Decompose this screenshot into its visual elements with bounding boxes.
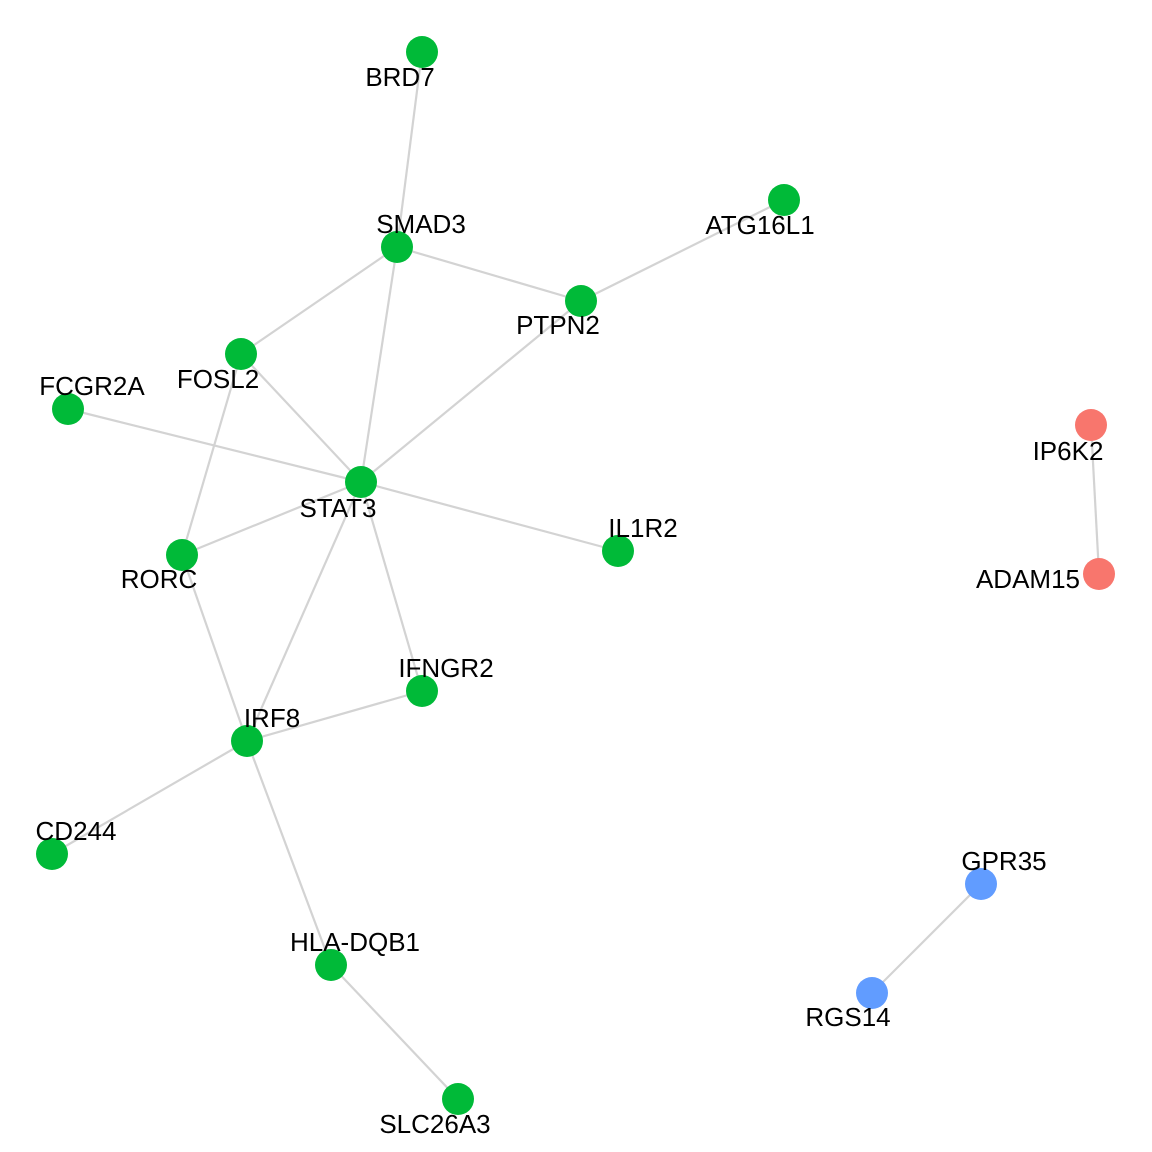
node-label-ptpn2: PTPN2	[516, 310, 600, 340]
edges-layer	[51, 51, 1101, 1100]
node-rorc	[166, 539, 198, 571]
edge-stat3-rorc	[181, 480, 362, 557]
node-hla-dqb1	[315, 949, 347, 981]
node-ifngr2	[406, 675, 438, 707]
edge-ip6k2-adam15	[1089, 424, 1101, 575]
node-il1r2	[602, 535, 634, 567]
node-smad3	[381, 231, 413, 263]
edge-irf8-cd244	[51, 740, 248, 855]
node-label-hla-dqb1: HLA-DQB1	[290, 927, 420, 957]
node-adam15	[1083, 558, 1115, 590]
node-label-fosl2: FOSL2	[177, 364, 259, 394]
node-ip6k2	[1075, 409, 1107, 441]
edge-fosl2-stat3	[240, 353, 362, 483]
edge-irf8-hla-dqb1	[245, 740, 333, 966]
node-label-smad3: SMAD3	[376, 209, 466, 239]
node-label-ifngr2: IFNGR2	[398, 653, 493, 683]
edge-fcgr2a-stat3	[67, 407, 362, 484]
edge-hla-dqb1-slc26a3	[330, 964, 459, 1100]
node-label-slc26a3: SLC26A3	[379, 1109, 490, 1139]
node-gpr35	[965, 868, 997, 900]
node-brd7	[406, 36, 438, 68]
node-label-stat3: STAT3	[299, 493, 376, 523]
node-label-atg16l1: ATG16L1	[705, 210, 814, 240]
edge-smad3-fosl2	[240, 246, 398, 355]
node-label-irf8: IRF8	[244, 703, 300, 733]
node-label-adam15: ADAM15	[976, 564, 1080, 594]
edge-rorc-irf8	[180, 554, 249, 742]
edge-gpr35-rgs14	[871, 883, 982, 994]
nodes-layer	[36, 36, 1115, 1115]
node-label-brd7: BRD7	[365, 62, 434, 92]
edge-fosl2-rorc	[180, 353, 243, 556]
node-slc26a3	[442, 1083, 474, 1115]
node-stat3	[345, 466, 377, 498]
node-cd244	[36, 838, 68, 870]
node-fcgr2a	[52, 393, 84, 425]
edge-irf8-ifngr2	[246, 689, 423, 743]
node-label-gpr35: GPR35	[961, 846, 1046, 876]
edge-ptpn2-atg16l1	[580, 199, 785, 302]
node-label-fcgr2a: FCGR2A	[39, 371, 145, 401]
edge-stat3-ifngr2	[359, 481, 424, 692]
node-fosl2	[225, 338, 257, 370]
edge-smad3-stat3	[359, 246, 399, 483]
labels-layer: BRD7 SMAD3 ATG16L1 PTPN2 FOSL2 FCGR2A STAT3 IL1…	[36, 62, 1104, 1139]
node-rgs14	[856, 977, 888, 1009]
node-ptpn2	[565, 285, 597, 317]
node-irf8	[231, 725, 263, 757]
node-label-rorc: RORC	[121, 564, 198, 594]
edge-smad3-ptpn2	[396, 245, 582, 303]
edge-brd7-smad3	[395, 51, 424, 248]
node-label-ip6k2: IP6K2	[1033, 436, 1104, 466]
node-label-cd244: CD244	[36, 816, 117, 846]
edge-ptpn2-stat3	[360, 300, 582, 483]
edge-stat3-irf8	[245, 481, 363, 742]
node-label-il1r2: IL1R2	[608, 513, 677, 543]
node-label-rgs14: RGS14	[805, 1002, 890, 1032]
edge-stat3-il1r2	[360, 480, 619, 553]
node-atg16l1	[768, 184, 800, 216]
